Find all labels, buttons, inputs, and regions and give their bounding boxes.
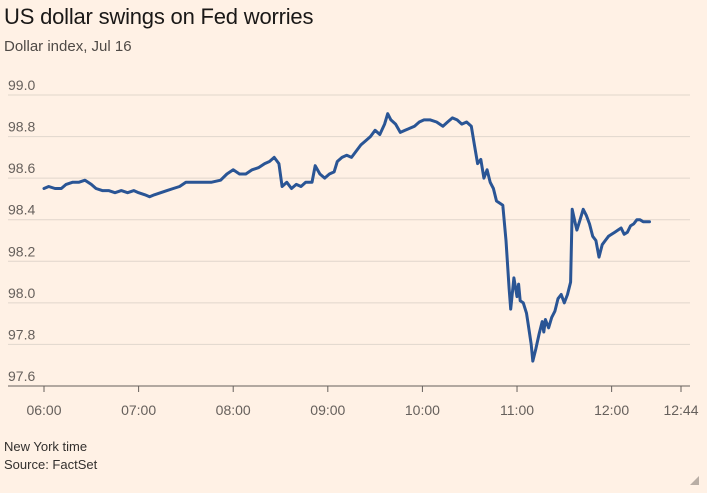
y-tick-label: 98.8	[8, 119, 35, 135]
dollar-index-line	[42, 112, 651, 363]
y-tick-label: 97.8	[8, 326, 35, 342]
chart-subtitle: Dollar index, Jul 16	[4, 38, 132, 55]
chart-title: US dollar swings on Fed worries	[4, 4, 314, 29]
y-tick-label: 98.0	[8, 285, 35, 301]
time-zone-note: New York time	[4, 439, 88, 454]
series-layer	[42, 112, 651, 363]
y-tick-label: 98.2	[8, 243, 35, 259]
x-tick-label: 08:00	[216, 402, 251, 418]
x-tick-label: 12:44	[663, 402, 698, 418]
x-axis: 06:00 07:00 08:00 09:00 10:00 11:00 12:00 12:44	[26, 386, 699, 418]
y-tick-label: 99.0	[8, 77, 35, 93]
y-tick-label: 98.4	[8, 202, 35, 218]
x-tick-label: 07:00	[121, 402, 156, 418]
x-tick-label: 12:00	[594, 402, 629, 418]
y-axis-labels: 99.0 98.8 98.6 98.4 98.2 98.0 97.8 97.6	[8, 77, 35, 384]
x-tick-label: 11:00	[500, 402, 534, 418]
gridlines	[8, 94, 690, 387]
x-tick-label: 10:00	[405, 402, 440, 418]
x-tick-label: 06:00	[26, 402, 61, 418]
x-tick-label: 09:00	[310, 402, 345, 418]
y-tick-label: 97.6	[8, 368, 35, 384]
resize-corner-icon	[690, 476, 699, 485]
source-note: Source: FactSet	[4, 457, 98, 472]
y-tick-label: 98.6	[8, 160, 35, 176]
